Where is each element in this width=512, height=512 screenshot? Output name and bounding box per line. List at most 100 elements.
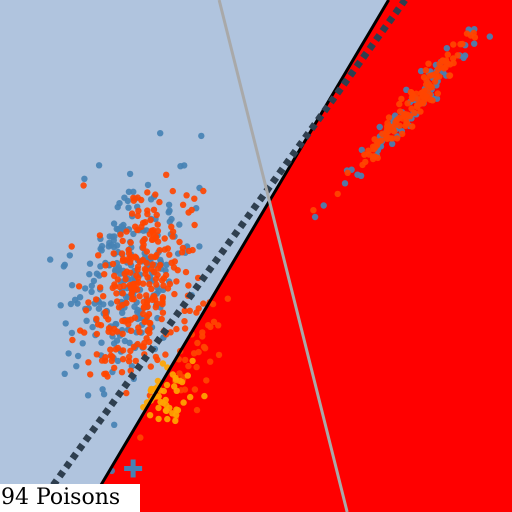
data-point xyxy=(153,281,160,288)
data-point xyxy=(428,84,435,91)
data-point xyxy=(98,247,105,254)
data-point xyxy=(168,223,175,230)
data-point xyxy=(100,391,108,398)
data-point xyxy=(454,52,461,59)
data-point xyxy=(382,129,390,136)
data-point xyxy=(116,283,124,291)
data-point xyxy=(199,333,206,340)
data-point xyxy=(153,211,160,219)
data-point xyxy=(125,250,133,257)
data-point xyxy=(159,298,166,306)
data-point xyxy=(158,315,165,323)
data-point xyxy=(185,209,192,216)
data-point xyxy=(135,207,142,214)
data-point xyxy=(376,123,383,131)
data-point xyxy=(399,115,406,122)
cluster-orange-left xyxy=(68,171,207,441)
data-point xyxy=(139,343,146,350)
data-point xyxy=(118,250,126,257)
data-point xyxy=(201,345,209,352)
data-point xyxy=(93,270,101,277)
data-point xyxy=(215,351,223,359)
data-point xyxy=(134,308,141,316)
data-point xyxy=(167,329,174,336)
data-point xyxy=(119,330,126,337)
data-point xyxy=(153,251,160,259)
data-point xyxy=(132,223,139,230)
data-point xyxy=(417,108,424,115)
data-point xyxy=(154,221,161,228)
data-point xyxy=(194,274,202,282)
data-point xyxy=(200,187,207,195)
data-point xyxy=(413,102,421,109)
data-point xyxy=(344,169,351,176)
data-point xyxy=(119,317,126,325)
data-point xyxy=(147,216,154,224)
data-point xyxy=(160,275,168,282)
data-point xyxy=(110,220,118,227)
data-point xyxy=(181,162,188,169)
data-point xyxy=(171,290,178,298)
data-point xyxy=(189,246,196,254)
data-point xyxy=(117,231,124,238)
data-point xyxy=(391,128,398,135)
data-point xyxy=(95,252,102,259)
data-point xyxy=(100,293,107,300)
data-point xyxy=(125,204,132,211)
data-point xyxy=(182,356,189,364)
data-point xyxy=(112,346,120,353)
data-point xyxy=(172,417,179,425)
data-point xyxy=(152,353,160,361)
poison-point xyxy=(124,459,143,478)
data-point xyxy=(182,268,190,276)
data-point xyxy=(187,393,194,401)
data-point xyxy=(341,180,349,187)
data-point xyxy=(139,238,146,245)
data-point xyxy=(181,386,189,393)
data-point xyxy=(409,91,416,98)
data-point xyxy=(176,238,183,246)
data-point xyxy=(105,243,112,250)
left-region xyxy=(0,0,389,512)
data-point xyxy=(198,132,205,140)
data-point xyxy=(399,130,406,138)
data-point xyxy=(95,162,103,169)
data-point xyxy=(426,91,433,98)
data-point xyxy=(149,236,156,243)
data-point xyxy=(123,389,130,397)
data-point xyxy=(173,278,180,285)
poison-count-caption: 94 Poisons xyxy=(0,484,141,512)
data-point xyxy=(57,302,64,309)
data-point xyxy=(148,285,155,293)
data-point xyxy=(66,252,74,259)
data-point xyxy=(119,347,127,354)
data-point xyxy=(150,227,157,234)
data-point xyxy=(147,387,155,394)
data-point xyxy=(104,373,111,380)
data-point xyxy=(68,243,75,250)
data-point xyxy=(94,321,102,328)
data-point xyxy=(147,363,154,370)
data-point xyxy=(423,81,430,88)
data-point xyxy=(119,356,127,363)
data-point xyxy=(146,281,153,288)
data-point xyxy=(62,320,69,327)
data-point xyxy=(171,258,178,265)
data-point xyxy=(126,170,134,178)
data-point xyxy=(76,294,84,301)
data-point xyxy=(111,421,118,428)
data-point xyxy=(191,195,198,202)
data-point xyxy=(310,207,317,214)
data-point xyxy=(134,212,141,220)
data-point xyxy=(113,242,121,249)
data-point xyxy=(163,261,170,268)
data-point xyxy=(75,283,83,290)
data-point xyxy=(88,288,95,295)
data-point xyxy=(92,296,100,303)
data-point xyxy=(404,100,411,107)
data-point xyxy=(127,327,135,334)
data-point xyxy=(422,67,430,74)
data-point xyxy=(201,392,208,400)
data-point xyxy=(113,290,120,297)
data-point xyxy=(126,339,133,346)
